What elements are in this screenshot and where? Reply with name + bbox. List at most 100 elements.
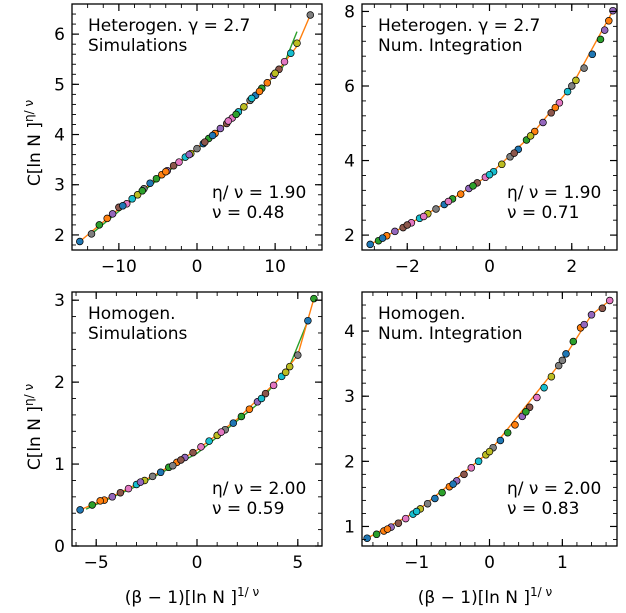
data-point <box>263 79 272 87</box>
data-point <box>224 117 233 125</box>
data-point <box>201 138 209 146</box>
x-axis-label-left-sup: 1/ ν <box>237 585 259 599</box>
y-tick-label: 3 <box>54 176 65 196</box>
y-axis-label-bottom: C[ln N ]η/ ν <box>22 384 45 471</box>
data-point <box>293 39 301 47</box>
y-tick-label: 2 <box>344 226 355 246</box>
y-tick-label: 6 <box>344 77 355 97</box>
y-tick-label: 0 <box>54 537 65 557</box>
data-point <box>503 428 512 437</box>
data-point <box>378 234 387 242</box>
data-point <box>485 447 494 456</box>
panel-param-line: η/ ν = 1.90 <box>212 183 306 203</box>
data-point <box>257 394 266 403</box>
data-point <box>432 205 440 213</box>
x-axis-label-left: (β − 1)[ln N ]1/ ν <box>125 585 260 608</box>
data-point <box>119 202 127 210</box>
data-point <box>588 50 597 59</box>
data-point <box>609 6 617 15</box>
x-tick-label: 0 <box>484 257 495 277</box>
data-point <box>438 488 446 497</box>
data-point <box>498 160 506 169</box>
data-point <box>116 488 125 497</box>
data-point <box>587 311 596 319</box>
x-tick-label: −10 <box>101 257 137 277</box>
y-tick-label: 1 <box>54 455 65 475</box>
data-point <box>456 190 465 198</box>
x-axis-label-right-sup: 1/ ν <box>530 585 552 599</box>
data-point <box>255 87 264 96</box>
y-tick-label: 1 <box>344 517 355 537</box>
y-tick-label: 4 <box>344 152 355 172</box>
data-point <box>310 294 318 303</box>
y-tick-label: 5 <box>54 75 65 95</box>
y-tick-label: 6 <box>54 25 65 45</box>
panel-legend-line: Heterogen. γ = 2.7 <box>378 16 540 36</box>
x-tick-label: 5 <box>292 553 303 573</box>
data-point <box>412 507 421 516</box>
data-point <box>555 99 564 107</box>
data-point <box>431 494 439 503</box>
data-point <box>240 103 248 111</box>
data-point <box>128 195 136 203</box>
data-point <box>419 212 428 221</box>
data-point <box>568 82 576 90</box>
panel-legend-line: Homogen. <box>88 304 176 324</box>
data-point <box>510 149 518 157</box>
y-axis-label-top-main: C[ln N ] <box>25 122 45 186</box>
data-point <box>562 350 570 358</box>
data-point <box>133 191 142 199</box>
data-point <box>496 436 505 445</box>
data-point <box>193 144 201 153</box>
data-point <box>383 525 392 533</box>
x-tick-label: −1 <box>404 553 429 573</box>
data-point <box>271 69 279 78</box>
data-point <box>95 221 104 229</box>
data-point <box>511 421 519 429</box>
panel-param-line: η/ ν = 2.00 <box>507 479 601 499</box>
data-point <box>169 461 177 470</box>
x-tick-label: 1 <box>557 553 568 573</box>
data-point <box>551 103 560 112</box>
data-point <box>136 478 145 486</box>
data-point <box>467 464 476 472</box>
data-point <box>563 87 572 96</box>
data-point <box>232 110 240 119</box>
data-point <box>485 170 494 179</box>
panel-param-line: ν = 0.71 <box>507 203 579 223</box>
panel-legend-line: Simulations <box>88 36 188 56</box>
x-tick-label: 0 <box>484 553 495 573</box>
data-point <box>96 497 104 505</box>
data-point <box>444 197 453 206</box>
data-point <box>217 428 225 436</box>
data-point <box>247 94 256 103</box>
data-point <box>572 76 580 85</box>
data-point <box>245 405 254 413</box>
panel-param-line: η/ ν = 1.90 <box>507 183 601 203</box>
data-point <box>76 237 84 246</box>
data-point <box>281 368 290 377</box>
data-point <box>460 470 468 479</box>
data-point <box>197 443 205 451</box>
y-tick-label: 2 <box>54 226 65 246</box>
panel-legend-line: Homogen. <box>378 304 466 324</box>
data-point <box>108 210 117 218</box>
data-point <box>237 412 246 421</box>
data-point <box>108 493 117 501</box>
data-point <box>391 227 399 236</box>
y-tick-label: 2 <box>344 452 355 472</box>
data-point <box>401 514 410 523</box>
data-point <box>87 230 96 238</box>
data-point <box>146 179 154 187</box>
x-tick-label: 10 <box>264 257 286 277</box>
y-axis-label-top-sup: η/ ν <box>22 100 36 122</box>
data-point <box>169 161 178 170</box>
panel-bottom-left: −5 0 5 0 1 2 3 Homogen.Simulations η/ ν = 2.00ν … <box>54 291 323 573</box>
data-point <box>280 57 289 66</box>
y-tick-label: 3 <box>54 291 65 311</box>
data-point <box>600 26 609 34</box>
data-point <box>162 167 170 176</box>
data-point <box>539 118 547 127</box>
